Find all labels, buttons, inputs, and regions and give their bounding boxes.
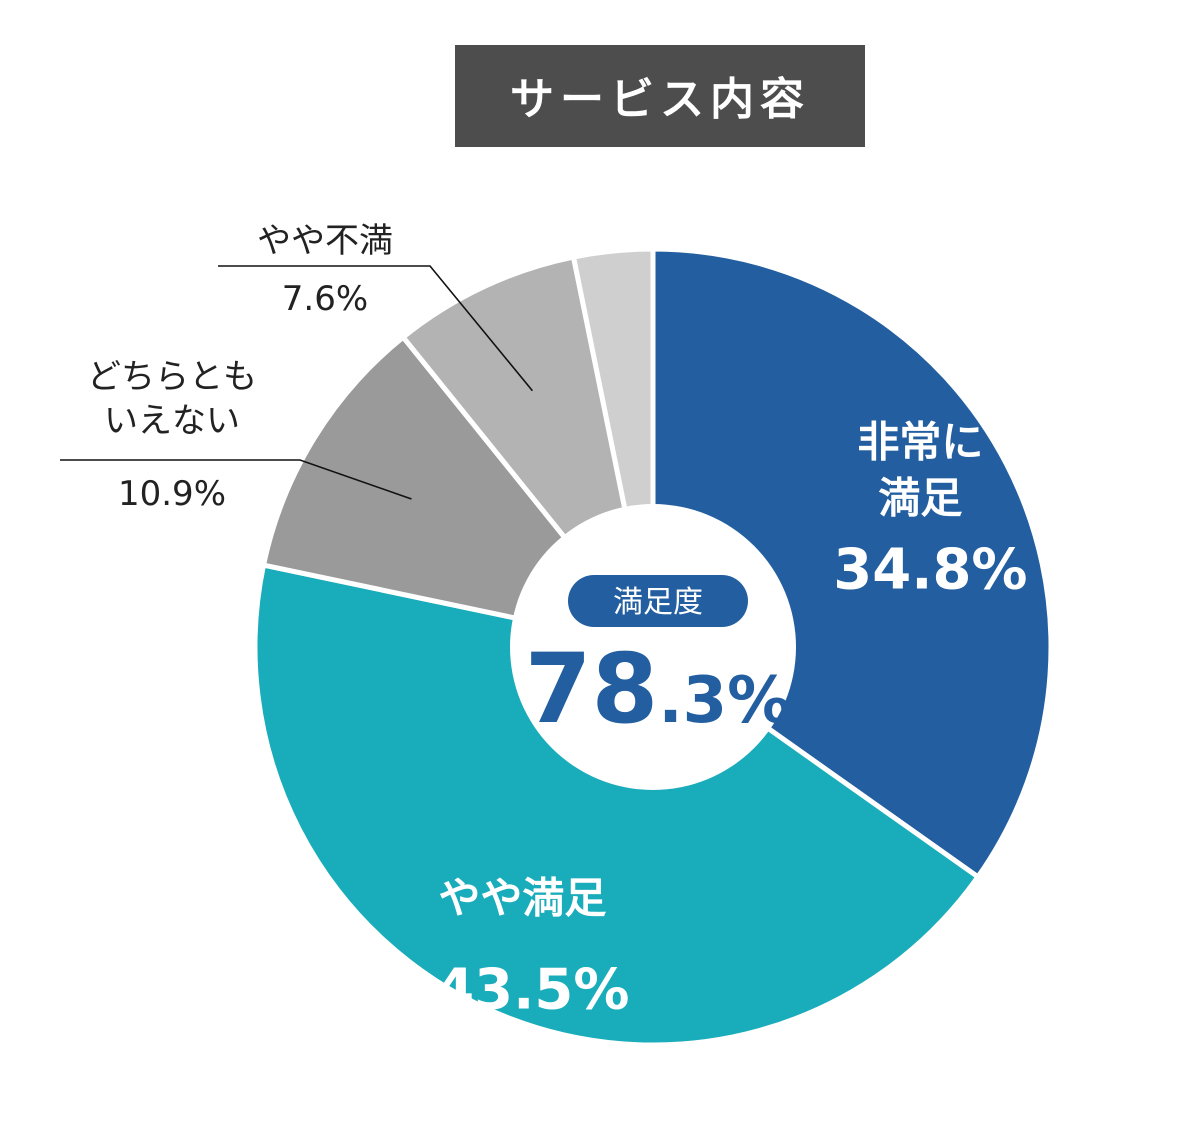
slice-2 xyxy=(252,562,982,1048)
chart-title: サービス内容 xyxy=(510,74,810,125)
slice-3-name-line-1: どちらとも xyxy=(87,357,257,397)
slice-1-value: 34.8% xyxy=(833,538,1027,603)
chart-title-group: サービス内容 xyxy=(455,45,865,147)
center-layer: 満足度 78.3% xyxy=(510,504,796,790)
center-value-main: 78 xyxy=(525,633,659,745)
slice-1-name-line-2: 満足 xyxy=(878,474,962,523)
center-value: 78.3% xyxy=(525,633,792,745)
slice-3-name-line-2: いえない xyxy=(104,401,240,441)
slice-3-leader-line xyxy=(60,459,412,500)
slice-2-value: 43.5% xyxy=(435,957,629,1022)
slice-4-value: 7.6% xyxy=(282,279,368,319)
chart-title-box xyxy=(455,45,865,147)
slice-4-leader-line xyxy=(218,265,534,392)
slice-4-name-line-1: やや不満 xyxy=(257,221,393,261)
center-value-decimal: .3% xyxy=(658,664,791,738)
center-label: 満足度 xyxy=(613,585,703,620)
slice-1 xyxy=(650,246,1054,881)
slice-3-value: 10.9% xyxy=(118,474,226,514)
center-label-pill xyxy=(568,575,748,627)
slice-2-name-line-1: やや満足 xyxy=(438,873,606,922)
slice-1-name-line-1: 非常に xyxy=(857,418,983,467)
